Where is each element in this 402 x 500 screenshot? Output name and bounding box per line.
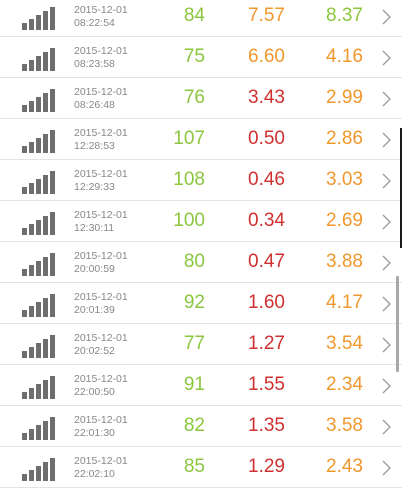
value-3: 2.34	[326, 374, 363, 395]
list-item[interactable]: 2015-12-01 22:02:10 85 1.29 2.43	[0, 447, 402, 488]
list-item[interactable]: 2015-12-01 08:22:54 84 7.57 8.37	[0, 0, 402, 37]
value-3: 8.37	[326, 5, 363, 26]
value-3: 3.54	[326, 333, 363, 354]
signal-bars-icon	[22, 416, 56, 440]
row-date: 2015-12-01	[74, 86, 128, 98]
value-1: 75	[183, 46, 205, 67]
value-2: 1.55	[248, 374, 285, 395]
value-2: 7.57	[248, 5, 285, 26]
value-3: 2.43	[326, 456, 363, 477]
signal-bars-icon	[22, 252, 56, 276]
signal-bars-icon	[22, 211, 56, 235]
value-1: 91	[183, 374, 205, 395]
value-3: 4.17	[326, 292, 363, 313]
chevron-right-icon[interactable]	[382, 50, 392, 66]
value-2: 1.60	[248, 292, 285, 313]
value-2: 1.35	[248, 415, 285, 436]
signal-bars-icon	[22, 457, 56, 481]
scroll-edge	[400, 128, 402, 248]
signal-bars-icon	[22, 293, 56, 317]
row-date: 2015-12-01	[74, 4, 128, 16]
signal-bars-icon	[22, 375, 56, 399]
value-1: 82	[183, 415, 205, 436]
row-date: 2015-12-01	[74, 332, 128, 344]
chevron-right-icon[interactable]	[382, 460, 392, 476]
row-time: 12:30:11	[74, 222, 115, 234]
list-item[interactable]: 2015-12-01 12:28:53 107 0.50 2.86	[0, 119, 402, 160]
list-item[interactable]: 2015-12-01 12:29:33 108 0.46 3.03	[0, 160, 402, 201]
value-3: 3.58	[326, 415, 363, 436]
row-time: 08:22:54	[74, 17, 115, 29]
row-date: 2015-12-01	[74, 168, 128, 180]
signal-bars-icon	[22, 129, 56, 153]
signal-bars-icon	[22, 88, 56, 112]
row-time: 22:02:10	[74, 468, 115, 480]
value-2: 0.50	[248, 128, 285, 149]
row-time: 08:26:48	[74, 99, 115, 111]
list-item[interactable]: 2015-12-01 12:30:11 100 0.34 2.69	[0, 201, 402, 242]
list-item[interactable]: 2015-12-01 20:00:59 80 0.47 3.88	[0, 242, 402, 283]
value-2: 0.34	[248, 210, 285, 231]
row-time: 12:28:53	[74, 140, 115, 152]
row-date: 2015-12-01	[74, 250, 128, 262]
row-time: 20:02:52	[74, 345, 115, 357]
chevron-right-icon[interactable]	[382, 337, 392, 353]
row-time: 12:29:33	[74, 181, 115, 193]
value-1: 76	[183, 87, 205, 108]
value-1: 107	[173, 128, 205, 149]
value-1: 77	[183, 333, 205, 354]
value-2: 6.60	[248, 46, 285, 67]
row-time: 08:23:58	[74, 58, 115, 70]
chevron-right-icon[interactable]	[382, 9, 392, 25]
list-item[interactable]: 2015-12-01 20:01:39 92 1.60 4.17	[0, 283, 402, 324]
value-2: 1.29	[248, 456, 285, 477]
row-date: 2015-12-01	[74, 373, 128, 385]
chevron-right-icon[interactable]	[382, 91, 392, 107]
list-item[interactable]: 2015-12-01 08:23:58 75 6.60 4.16	[0, 37, 402, 78]
row-time: 20:00:59	[74, 263, 115, 275]
value-1: 100	[173, 210, 205, 231]
value-2: 0.46	[248, 169, 285, 190]
chevron-right-icon[interactable]	[382, 214, 392, 230]
scrollbar-thumb[interactable]	[396, 276, 399, 372]
chevron-right-icon[interactable]	[382, 173, 392, 189]
signal-bars-icon	[22, 6, 56, 30]
value-2: 1.27	[248, 333, 285, 354]
value-3: 2.99	[326, 87, 363, 108]
chevron-right-icon[interactable]	[382, 419, 392, 435]
row-date: 2015-12-01	[74, 209, 128, 221]
chevron-right-icon[interactable]	[382, 378, 392, 394]
row-date: 2015-12-01	[74, 45, 128, 57]
row-date: 2015-12-01	[74, 414, 128, 426]
value-1: 80	[183, 251, 205, 272]
signal-bars-icon	[22, 334, 56, 358]
row-time: 22:00:50	[74, 386, 115, 398]
row-time: 20:01:39	[74, 304, 115, 316]
value-1: 92	[183, 292, 205, 313]
value-3: 3.88	[326, 251, 363, 272]
value-3: 4.16	[326, 46, 363, 67]
value-1: 108	[173, 169, 205, 190]
value-1: 85	[183, 456, 205, 477]
chevron-right-icon[interactable]	[382, 296, 392, 312]
value-2: 0.47	[248, 251, 285, 272]
list-item[interactable]: 2015-12-01 22:01:30 82 1.35 3.58	[0, 406, 402, 447]
signal-bars-icon	[22, 47, 56, 71]
row-time: 22:01:30	[74, 427, 115, 439]
list-item[interactable]: 2015-12-01 20:02:52 77 1.27 3.54	[0, 324, 402, 365]
list-item[interactable]: 2015-12-01 22:00:50 91 1.55 2.34	[0, 365, 402, 406]
chevron-right-icon[interactable]	[382, 132, 392, 148]
chevron-right-icon[interactable]	[382, 255, 392, 271]
value-3: 2.86	[326, 128, 363, 149]
value-3: 3.03	[326, 169, 363, 190]
value-1: 84	[183, 5, 205, 26]
signal-bars-icon	[22, 170, 56, 194]
list-item[interactable]: 2015-12-01 08:26:48 76 3.43 2.99	[0, 78, 402, 119]
row-date: 2015-12-01	[74, 127, 128, 139]
row-date: 2015-12-01	[74, 291, 128, 303]
row-date: 2015-12-01	[74, 455, 128, 467]
value-3: 2.69	[326, 210, 363, 231]
value-2: 3.43	[248, 87, 285, 108]
